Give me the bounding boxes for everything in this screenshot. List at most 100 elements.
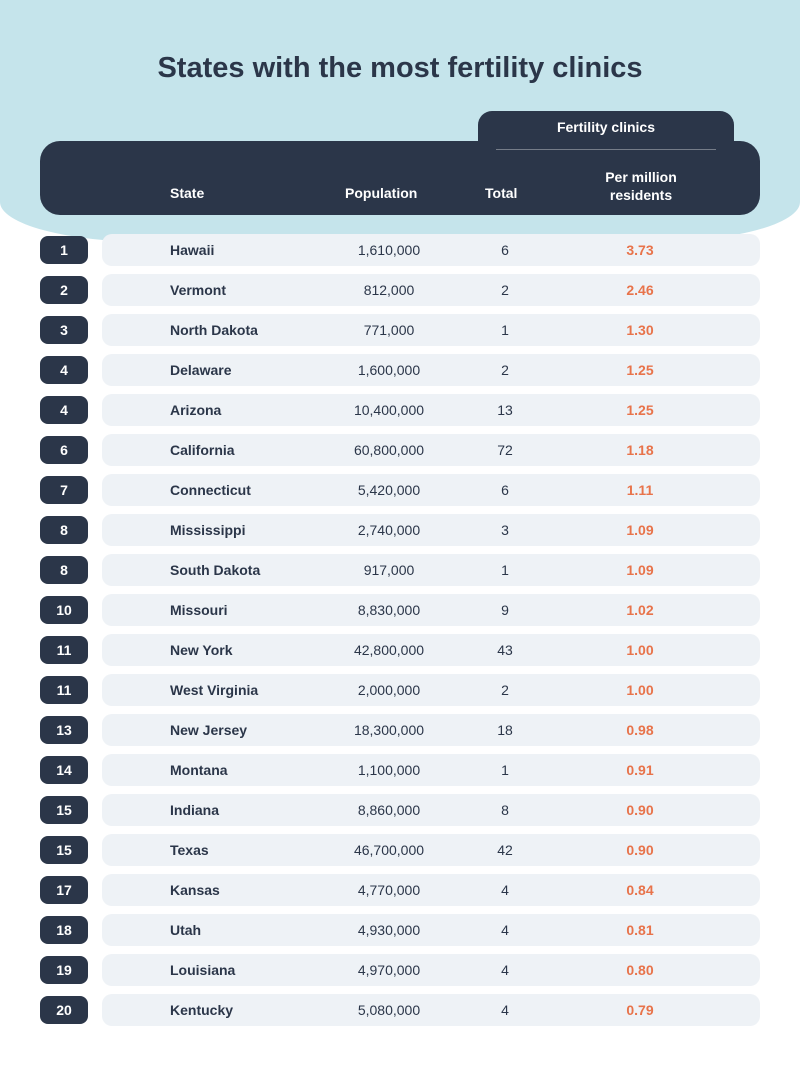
cell-population: 18,300,000: [334, 722, 444, 738]
cell-per-million: 1.02: [590, 602, 690, 618]
table-header: State Population Total Per million resid…: [40, 141, 760, 215]
data-row-pill: Louisiana 4,970,000 4 0.80: [102, 954, 760, 986]
data-row-pill: New York42,800,000431.00: [102, 634, 760, 666]
rank-badge: 2: [40, 276, 88, 304]
page-title: States with the most fertility clinics: [0, 0, 800, 85]
table-row: 8 South Dakota 917,000 1 1.09: [40, 553, 760, 587]
data-row-pill: Connecticut5,420,00061.11: [102, 474, 760, 506]
table-row: 18 Utah 4,930,000 4 0.81: [40, 913, 760, 947]
cell-per-million: 1.00: [590, 682, 690, 698]
data-row-pill: Arizona10,400,000131.25: [102, 394, 760, 426]
cell-population: 8,830,000: [334, 602, 444, 618]
cell-per-million: 1.11: [590, 482, 690, 498]
cell-per-million: 1.25: [590, 362, 690, 378]
cell-state: Kansas: [170, 882, 220, 898]
data-row-pill: Texas46,700,000420.90: [102, 834, 760, 866]
rank-badge: 15: [40, 836, 88, 864]
cell-total: 6: [480, 242, 530, 258]
table-row: 4 Delaware1,600,00021.25: [40, 353, 760, 387]
data-row-pill: Missouri8,830,00091.02: [102, 594, 760, 626]
cell-state: Indiana: [170, 802, 219, 818]
table-row: 6California60,800,000721.18: [40, 433, 760, 467]
cell-state: Vermont: [170, 282, 226, 298]
cell-total: 4: [480, 1002, 530, 1018]
cell-total: 1: [480, 562, 530, 578]
cell-state: South Dakota: [170, 562, 260, 578]
rank-badge: 13: [40, 716, 88, 744]
header-state: State: [170, 185, 204, 201]
cell-total: 18: [480, 722, 530, 738]
rank-badge: 11: [40, 636, 88, 664]
rank-badge: 19: [40, 956, 88, 984]
rank-badge: 7: [40, 476, 88, 504]
cell-per-million: 0.81: [590, 922, 690, 938]
table-row: 14Montana1,100,00010.91: [40, 753, 760, 787]
table-row: 2Vermont812,00022.46: [40, 273, 760, 307]
cell-state: Utah: [170, 922, 201, 938]
cell-state: Kentucky: [170, 1002, 233, 1018]
cell-state: New Jersey: [170, 722, 247, 738]
rank-badge: 4: [40, 396, 88, 424]
table-row: 19 Louisiana 4,970,000 4 0.80: [40, 953, 760, 987]
cell-total: 43: [480, 642, 530, 658]
cell-population: 1,610,000: [334, 242, 444, 258]
cell-population: 2,740,000: [334, 522, 444, 538]
cell-population: 771,000: [334, 322, 444, 338]
cell-total: 4: [480, 882, 530, 898]
header-group-fertility-tab: Fertility clinics: [478, 111, 734, 141]
header-divider: [496, 149, 716, 150]
cell-per-million: 2.46: [590, 282, 690, 298]
cell-state: Louisiana: [170, 962, 235, 978]
cell-total: 3: [480, 522, 530, 538]
table-container: Fertility clinics State Population Total…: [40, 141, 760, 1027]
data-row-pill: North Dakota771,00011.30: [102, 314, 760, 346]
cell-per-million: 1.25: [590, 402, 690, 418]
cell-per-million: 1.00: [590, 642, 690, 658]
rank-badge: 8: [40, 516, 88, 544]
table-row: 11West Virginia2,000,00021.00: [40, 673, 760, 707]
table-row: 15Indiana8,860,00080.90: [40, 793, 760, 827]
data-row-pill: Vermont812,00022.46: [102, 274, 760, 306]
table-row: 13New Jersey18,300,000180.98: [40, 713, 760, 747]
table-row: 7Connecticut5,420,00061.11: [40, 473, 760, 507]
cell-per-million: 3.73: [590, 242, 690, 258]
cell-total: 4: [480, 962, 530, 978]
cell-state: Texas: [170, 842, 209, 858]
table-row: 17Kansas4,770,00040.84: [40, 873, 760, 907]
table-row: 10Missouri8,830,00091.02: [40, 593, 760, 627]
cell-population: 5,420,000: [334, 482, 444, 498]
rank-badge: 20: [40, 996, 88, 1024]
header-per-million: Per million residents: [576, 169, 706, 204]
table-row: 11New York42,800,000431.00: [40, 633, 760, 667]
cell-population: 4,970,000: [334, 962, 444, 978]
cell-total: 4: [480, 922, 530, 938]
data-row-pill: Montana1,100,00010.91: [102, 754, 760, 786]
cell-population: 4,770,000: [334, 882, 444, 898]
data-row-pill: Delaware1,600,00021.25: [102, 354, 760, 386]
rank-badge: 8: [40, 556, 88, 584]
data-row-pill: Utah 4,930,000 4 0.81: [102, 914, 760, 946]
cell-population: 8,860,000: [334, 802, 444, 818]
rank-badge: 4: [40, 356, 88, 384]
cell-per-million: 1.09: [590, 562, 690, 578]
table-row: 3 North Dakota771,00011.30: [40, 313, 760, 347]
table-row: 8Mississippi2,740,00031.09: [40, 513, 760, 547]
cell-per-million: 0.91: [590, 762, 690, 778]
rank-badge: 3: [40, 316, 88, 344]
rank-badge: 1: [40, 236, 88, 264]
cell-state: West Virginia: [170, 682, 258, 698]
cell-population: 812,000: [334, 282, 444, 298]
cell-state: Connecticut: [170, 482, 251, 498]
data-row-pill: Hawaii1,610,00063.73: [102, 234, 760, 266]
rank-badge: 18: [40, 916, 88, 944]
cell-state: Arizona: [170, 402, 221, 418]
cell-per-million: 0.79: [590, 1002, 690, 1018]
data-row-pill: West Virginia2,000,00021.00: [102, 674, 760, 706]
data-row-pill: Indiana8,860,00080.90: [102, 794, 760, 826]
table-row: 20Kentucky5,080,00040.79: [40, 993, 760, 1027]
cell-population: 4,930,000: [334, 922, 444, 938]
cell-population: 917,000: [334, 562, 444, 578]
cell-per-million: 0.80: [590, 962, 690, 978]
data-row-pill: South Dakota 917,000 1 1.09: [102, 554, 760, 586]
cell-total: 9: [480, 602, 530, 618]
